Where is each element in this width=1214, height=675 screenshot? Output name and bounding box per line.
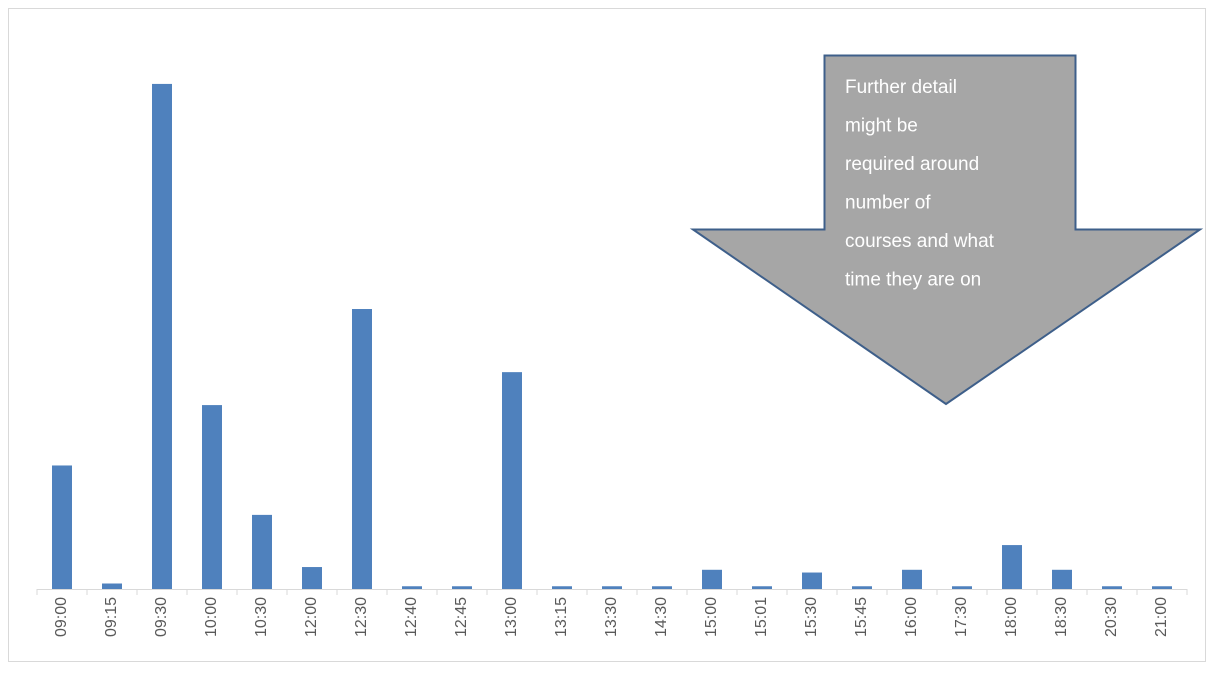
x-tick-label: 12:40 [403, 597, 420, 637]
annotation-line: required around [845, 154, 979, 175]
bar [302, 567, 322, 589]
annotation-line: Further detail [845, 77, 957, 98]
bar [1152, 586, 1172, 589]
bar [52, 465, 72, 589]
x-tick-label: 15:01 [753, 597, 770, 637]
bar [502, 372, 522, 589]
bar [202, 405, 222, 589]
x-tick-label: 21:00 [1153, 597, 1170, 637]
annotation-line: time they are on [845, 270, 981, 291]
x-tick-label: 12:45 [453, 597, 470, 637]
x-tick-label: 16:00 [903, 597, 920, 637]
bar [702, 569, 722, 589]
x-tick-label: 12:30 [353, 597, 370, 637]
x-tick-label: 09:00 [53, 597, 70, 637]
bar [852, 586, 872, 589]
x-tick-label: 18:30 [1053, 597, 1070, 637]
bar [252, 514, 272, 589]
bar [402, 586, 422, 589]
annotation-line: might be [845, 116, 918, 137]
bar [652, 586, 672, 589]
x-tick-label: 15:30 [803, 597, 820, 637]
bar [1002, 545, 1022, 589]
bar [1052, 569, 1072, 589]
bar [802, 572, 822, 589]
x-tick-label: 14:30 [653, 597, 670, 637]
x-tick-label: 10:30 [253, 597, 270, 637]
x-tick-label: 13:00 [503, 597, 520, 637]
callout-arrow [689, 54, 1204, 406]
bar [152, 83, 172, 590]
x-tick-label: 17:30 [953, 597, 970, 637]
bar [552, 586, 572, 589]
x-tick-label: 10:00 [203, 597, 220, 637]
bar [352, 309, 372, 589]
annotation-line: courses and what [845, 231, 995, 252]
bar [452, 586, 472, 589]
x-tick-label: 15:00 [703, 597, 720, 637]
bar [102, 583, 122, 589]
x-tick-label: 09:30 [153, 597, 170, 637]
x-tick-label: 15:45 [853, 597, 870, 637]
x-tick-label: 13:30 [603, 597, 620, 637]
bar [752, 586, 772, 589]
x-tick-label: 12:00 [303, 597, 320, 637]
bar [952, 586, 972, 589]
x-tick-label: 13:15 [553, 597, 570, 637]
x-tick-label: 18:00 [1003, 597, 1020, 637]
annotation-line: number of [845, 193, 931, 214]
bar [602, 586, 622, 589]
x-tick-label: 20:30 [1103, 597, 1120, 637]
x-tick-label: 09:15 [103, 597, 120, 637]
bar [902, 569, 922, 589]
bar [1102, 586, 1122, 589]
